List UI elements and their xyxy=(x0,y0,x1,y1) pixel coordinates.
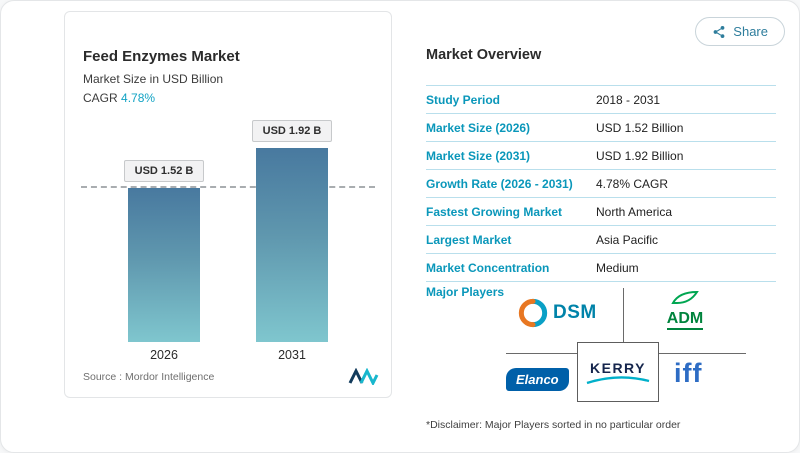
chart-title: Feed Enzymes Market xyxy=(83,48,240,65)
table-row: Market Size (2031) USD 1.92 Billion xyxy=(426,141,776,169)
bar-value-label: USD 1.52 B xyxy=(123,160,205,182)
chart-subtitle: Market Size in USD Billion xyxy=(83,72,224,86)
adm-logo: ADM xyxy=(654,290,716,330)
source-row: Source : Mordor Intelligence xyxy=(83,368,379,385)
cagr-label: CAGR xyxy=(83,91,118,105)
elanco-wordmark: Elanco xyxy=(516,372,559,387)
row-label: Fastest Growing Market xyxy=(426,205,563,219)
cagr-value: 4.78% xyxy=(121,91,156,105)
table-row: Study Period 2018 - 2031 xyxy=(426,85,776,113)
source-label: Source : xyxy=(83,370,123,383)
row-label: Market Concentration xyxy=(426,261,550,275)
table-row: Growth Rate (2026 - 2031) 4.78% CAGR xyxy=(426,169,776,197)
row-label: Market Size (2026) xyxy=(426,121,531,135)
row-value: Medium xyxy=(596,261,639,275)
x-tick-2031: 2031 xyxy=(278,348,306,362)
dsm-swirl-icon xyxy=(518,298,548,328)
iff-logo: iff xyxy=(674,358,702,389)
adm-wordmark: ADM xyxy=(666,310,704,330)
x-axis-labels: 2026 2031 xyxy=(79,348,377,362)
table-row: Fastest Growing Market North America xyxy=(426,197,776,225)
share-icon xyxy=(713,25,725,38)
row-label: Largest Market xyxy=(426,233,512,247)
share-label: Share xyxy=(733,24,768,39)
table-row: Market Concentration Medium xyxy=(426,253,776,282)
adm-leaf-icon xyxy=(671,290,699,304)
row-value: Asia Pacific xyxy=(596,233,659,247)
major-players-label: Major Players xyxy=(426,285,505,299)
kerry-swoosh-icon xyxy=(586,375,650,384)
threshold-line xyxy=(81,186,375,188)
elanco-logo: Elanco xyxy=(506,368,569,391)
bar-value-label: USD 1.92 B xyxy=(251,120,333,142)
dsm-logo: DSM xyxy=(518,298,597,328)
iff-wordmark: iff xyxy=(674,358,703,388)
bar-2031 xyxy=(256,148,328,342)
disclaimer-text: *Disclaimer: Major Players sorted in no … xyxy=(426,419,681,431)
row-label: Study Period xyxy=(426,93,501,107)
mordor-intelligence-logo-icon xyxy=(348,368,379,385)
x-tick-2026: 2026 xyxy=(150,348,178,362)
major-players-grid: DSM ADM Elanco KERRY iff xyxy=(496,284,786,412)
table-row: Largest Market Asia Pacific xyxy=(426,225,776,253)
source-value: Mordor Intelligence xyxy=(125,370,215,383)
row-label: Growth Rate (2026 - 2031) xyxy=(426,177,573,191)
market-chart-card: Feed Enzymes Market Market Size in USD B… xyxy=(64,11,392,398)
cagr-line: CAGR 4.78% xyxy=(83,91,155,105)
bar-group-2026: USD 1.52 B xyxy=(123,160,205,342)
players-divider-vertical xyxy=(623,288,624,353)
row-value: USD 1.92 Billion xyxy=(596,149,684,163)
bar-group-2031: USD 1.92 B xyxy=(251,120,333,342)
kerry-wordmark: KERRY xyxy=(590,359,646,376)
overview-title: Market Overview xyxy=(426,47,542,63)
overview-table: Study Period 2018 - 2031 Market Size (20… xyxy=(426,85,776,282)
row-value: 2018 - 2031 xyxy=(596,93,661,107)
share-button[interactable]: Share xyxy=(695,17,785,46)
row-label: Market Size (2031) xyxy=(426,149,531,163)
row-value: North America xyxy=(596,205,673,219)
kerry-logo: KERRY xyxy=(577,342,659,402)
row-value: 4.78% CAGR xyxy=(596,177,669,191)
row-value: USD 1.52 Billion xyxy=(596,121,684,135)
table-row: Market Size (2026) USD 1.52 Billion xyxy=(426,113,776,141)
source-text: Source : Mordor Intelligence xyxy=(83,371,214,383)
bar-chart: USD 1.52 B USD 1.92 B xyxy=(79,116,377,342)
bar-2026 xyxy=(128,188,200,342)
dsm-wordmark: DSM xyxy=(553,302,597,323)
